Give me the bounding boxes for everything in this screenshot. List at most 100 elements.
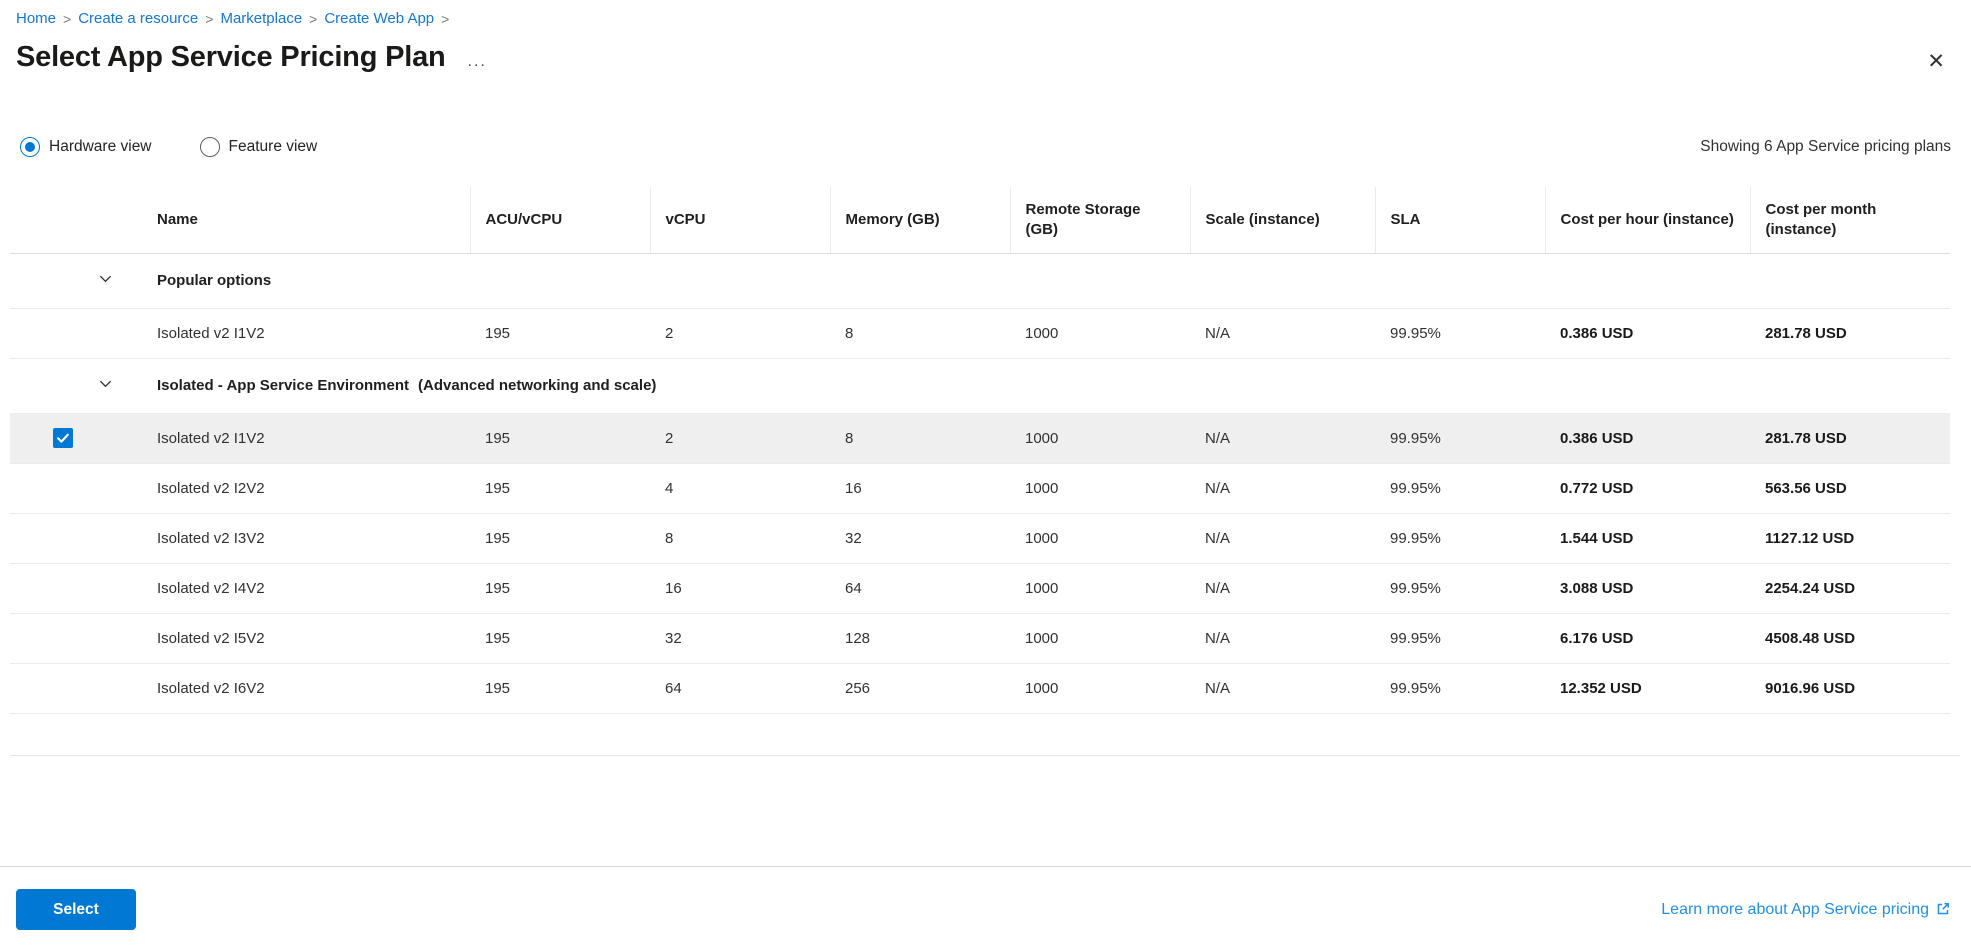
section-title: Isolated - App Service Environment (Advan… bbox=[115, 358, 1950, 414]
column-header-sla: SLA bbox=[1374, 187, 1545, 254]
learn-more-link[interactable]: Learn more about App Service pricing bbox=[1661, 901, 1951, 919]
column-header-remote-storage: Remote Storage (GB) bbox=[1009, 187, 1190, 254]
checkbox-cell bbox=[10, 663, 115, 714]
plan-name: Isolated v2 I6V2 bbox=[115, 663, 470, 714]
breadcrumb-separator: > bbox=[63, 10, 72, 27]
plan-row[interactable]: Isolated v2 I4V2 195 16 64 1000 N/A 99.95% 3.08… bbox=[10, 563, 1950, 614]
plan-acu: 195 bbox=[470, 413, 650, 464]
radio-label: Feature view bbox=[228, 138, 318, 155]
radio-selected-icon bbox=[20, 137, 40, 157]
breadcrumb-separator: > bbox=[205, 10, 214, 27]
plan-sla: 99.95% bbox=[1375, 308, 1545, 359]
column-header-vcpu: vCPU bbox=[649, 187, 830, 254]
plan-sla: 99.95% bbox=[1375, 663, 1545, 714]
section-row[interactable]: Isolated - App Service Environment (Advan… bbox=[10, 358, 1950, 414]
breadcrumb-link-marketplace[interactable]: Marketplace bbox=[220, 10, 303, 27]
plan-scale: N/A bbox=[1190, 308, 1375, 359]
plan-name: Isolated v2 I2V2 bbox=[115, 463, 470, 514]
plan-row[interactable]: Isolated v2 I3V2 195 8 32 1000 N/A 99.95% 1.544… bbox=[10, 513, 1950, 564]
breadcrumb-link-create-a-resource[interactable]: Create a resource bbox=[78, 10, 199, 27]
plan-scale: N/A bbox=[1190, 613, 1375, 664]
plan-scale: N/A bbox=[1190, 663, 1375, 714]
external-link-icon bbox=[1937, 902, 1949, 914]
plan-name: Isolated v2 I3V2 bbox=[115, 513, 470, 564]
checkbox-cell bbox=[10, 513, 115, 564]
plan-row[interactable]: Isolated v2 I1V2 195 2 8 1000 N/A 99.95% 0.386 … bbox=[10, 308, 1950, 359]
plan-name: Isolated v2 I1V2 bbox=[115, 413, 470, 464]
plan-scale: N/A bbox=[1190, 563, 1375, 614]
learn-more-label: Learn more about App Service pricing bbox=[1661, 900, 1929, 918]
select-button[interactable]: Select bbox=[16, 889, 136, 930]
column-header-acu: ACU/vCPU bbox=[469, 187, 650, 254]
plan-sla: 99.95% bbox=[1375, 563, 1545, 614]
plans-count-summary: Showing 6 App Service pricing plans bbox=[1700, 138, 1951, 155]
plan-acu: 195 bbox=[470, 308, 650, 359]
plan-storage: 1000 bbox=[1010, 563, 1190, 614]
plan-vcpu: 2 bbox=[650, 308, 830, 359]
plan-acu: 195 bbox=[470, 463, 650, 514]
checkbox-cell bbox=[10, 308, 115, 359]
plan-row[interactable]: Isolated v2 I1V2 195 2 8 1000 N/A 99.95% 0.386 … bbox=[10, 413, 1950, 464]
plan-cost-hour: 3.088 USD bbox=[1545, 563, 1750, 614]
plan-sla: 99.95% bbox=[1375, 513, 1545, 564]
footer: Select Learn more about App Service pric… bbox=[0, 866, 1971, 952]
plan-row[interactable]: Isolated v2 I5V2 195 32 128 1000 N/A 99.95% 6.1… bbox=[10, 613, 1950, 664]
plan-memory: 32 bbox=[830, 513, 1010, 564]
plan-sla: 99.95% bbox=[1375, 613, 1545, 664]
view-toggle-row: Hardware view Feature view Showing 6 App… bbox=[0, 137, 1971, 157]
plan-vcpu: 8 bbox=[650, 513, 830, 564]
plan-storage: 1000 bbox=[1010, 663, 1190, 714]
plan-cost-month: 2254.24 USD bbox=[1750, 563, 1950, 614]
plan-cost-hour: 0.386 USD bbox=[1545, 413, 1750, 464]
table-bottom-divider bbox=[10, 755, 1960, 756]
plan-name: Isolated v2 I1V2 bbox=[115, 308, 470, 359]
column-header-scale: Scale (instance) bbox=[1189, 187, 1375, 254]
checkbox-cell bbox=[10, 413, 115, 464]
column-header-cost-month: Cost per month (instance) bbox=[1749, 187, 1950, 254]
plan-vcpu: 64 bbox=[650, 663, 830, 714]
column-header-name: Name bbox=[115, 187, 470, 254]
plan-vcpu: 32 bbox=[650, 613, 830, 664]
plan-storage: 1000 bbox=[1010, 463, 1190, 514]
title-context-menu-icon[interactable]: ... bbox=[467, 53, 487, 70]
close-icon[interactable]: ✕ bbox=[1927, 50, 1945, 73]
plan-name: Isolated v2 I5V2 bbox=[115, 613, 470, 664]
plan-scale: N/A bbox=[1190, 513, 1375, 564]
radio-unselected-icon bbox=[199, 137, 220, 157]
section-title: Popular options bbox=[115, 253, 1950, 309]
plan-memory: 8 bbox=[830, 413, 1010, 464]
chevron-down-icon[interactable] bbox=[10, 253, 115, 309]
plan-row[interactable]: Isolated v2 I2V2 195 4 16 1000 N/A 99.95% 0.772… bbox=[10, 463, 1950, 514]
breadcrumb-separator: > bbox=[441, 10, 450, 27]
plan-acu: 195 bbox=[470, 513, 650, 564]
breadcrumb: Home > Create a resource > Marketplace >… bbox=[0, 0, 1971, 27]
page-title: Select App Service Pricing Plan bbox=[16, 41, 446, 73]
plan-cost-month: 9016.96 USD bbox=[1750, 663, 1950, 714]
plan-storage: 1000 bbox=[1010, 308, 1190, 359]
section-row[interactable]: Popular options bbox=[10, 253, 1950, 309]
pricing-table-body: Popular options Isolated v2 I1V2 195 2 8 1000… bbox=[10, 253, 1950, 714]
radio-hardware-view[interactable]: Hardware view bbox=[20, 137, 152, 157]
plan-cost-month: 281.78 USD bbox=[1750, 413, 1950, 464]
plan-sla: 99.95% bbox=[1375, 413, 1545, 464]
plan-storage: 1000 bbox=[1010, 613, 1190, 664]
plan-cost-hour: 12.352 USD bbox=[1545, 663, 1750, 714]
plan-cost-hour: 0.386 USD bbox=[1545, 308, 1750, 359]
checkbox-cell bbox=[10, 613, 115, 664]
plan-vcpu: 4 bbox=[650, 463, 830, 514]
plan-memory: 64 bbox=[830, 563, 1010, 614]
breadcrumb-link-home[interactable]: Home bbox=[16, 10, 57, 27]
breadcrumb-link-create-web-app[interactable]: Create Web App bbox=[324, 10, 435, 27]
chevron-down-icon[interactable] bbox=[10, 358, 115, 414]
plan-memory: 16 bbox=[830, 463, 1010, 514]
radio-feature-view[interactable]: Feature view bbox=[199, 137, 318, 157]
row-checkbox-checked[interactable] bbox=[52, 428, 73, 448]
plan-scale: N/A bbox=[1190, 463, 1375, 514]
plan-row[interactable]: Isolated v2 I6V2 195 64 256 1000 N/A 99.95% 12.… bbox=[10, 663, 1950, 714]
plan-cost-month: 281.78 USD bbox=[1750, 308, 1950, 359]
plan-memory: 256 bbox=[830, 663, 1010, 714]
header-checkbox-spacer bbox=[10, 187, 115, 254]
plan-vcpu: 2 bbox=[650, 413, 830, 464]
column-header-cost-hour: Cost per hour (instance) bbox=[1544, 187, 1750, 254]
breadcrumb-separator: > bbox=[309, 10, 318, 27]
